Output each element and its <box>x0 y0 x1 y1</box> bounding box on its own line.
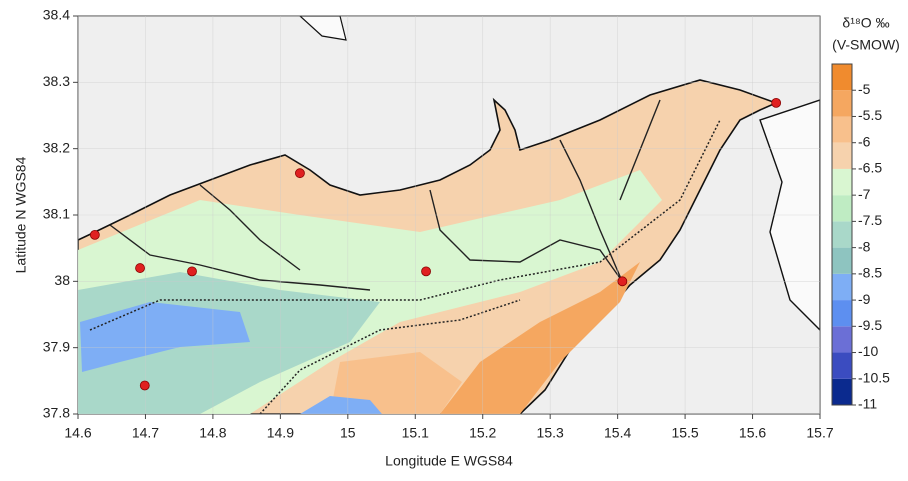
colorbar-title: δ¹⁸O ‰ <box>842 15 889 31</box>
y-tick-label: 38.1 <box>43 206 70 222</box>
colorbar-band <box>832 247 852 274</box>
y-tick-label: 37.9 <box>43 338 70 354</box>
colorbar-tick-label: -9 <box>858 291 871 307</box>
x-tick-label: 14.9 <box>267 425 294 441</box>
sampling-site <box>295 168 305 179</box>
sampling-site <box>139 380 150 391</box>
colorbar-band <box>832 64 852 91</box>
isotope-zone <box>300 396 382 414</box>
colorbar-band <box>832 273 852 301</box>
colorbar-tick-label: -6.5 <box>858 160 882 176</box>
y-tick-label: 38.4 <box>43 7 70 23</box>
colorbar-tick-label: -8 <box>858 238 871 254</box>
isotope-zone <box>80 302 250 372</box>
colorbar-band <box>832 116 852 143</box>
colorbar-tick-label: -8.5 <box>858 265 882 281</box>
x-tick-label: 14.8 <box>199 425 226 441</box>
colorbar-band <box>832 90 852 117</box>
x-tick-label: 14.7 <box>132 425 159 441</box>
colorbar-subtitle: (V-SMOW) <box>832 37 900 53</box>
sampling-site <box>421 266 431 277</box>
colorbar-band <box>832 300 852 327</box>
x-tick-label: 14.6 <box>64 425 91 441</box>
colorbar-tick-label: -10 <box>858 343 878 359</box>
sampling-site <box>89 229 100 240</box>
river <box>559 139 623 282</box>
x-tick-label: 15.6 <box>739 425 766 441</box>
colorbar-tick-label: -11 <box>858 396 877 412</box>
x-axis-label: Longitude E WGS84 <box>385 453 513 469</box>
island <box>299 16 347 41</box>
x-tick-label: 15.5 <box>671 425 698 441</box>
isotope-zone <box>330 352 462 414</box>
colorbar-tick-label: -5 <box>858 81 871 97</box>
sampling-site <box>617 276 628 287</box>
colorbar-tick-label: -6 <box>858 133 871 149</box>
river <box>109 224 371 291</box>
colorbar-tick-label: -9.5 <box>858 317 882 333</box>
x-tick-label: 15.2 <box>469 425 496 441</box>
colorbar-band <box>832 221 852 248</box>
colorbar-band <box>832 168 852 196</box>
y-axis-label: Latitude N WGS84 <box>13 156 29 273</box>
watershed <box>89 119 721 331</box>
y-tick-label: 37.8 <box>43 405 70 421</box>
sampling-site <box>135 263 145 273</box>
colorbar-band <box>832 326 852 353</box>
sampling-site <box>187 266 197 277</box>
y-tick-label: 38 <box>54 272 70 288</box>
sampling-site <box>771 97 782 108</box>
colorbar-tick-label: -7 <box>858 186 871 202</box>
x-tick-label: 15.4 <box>604 425 631 441</box>
river <box>619 99 661 201</box>
colorbar-band <box>832 378 852 405</box>
colorbar-band <box>832 352 852 379</box>
map-layers <box>78 16 820 414</box>
colorbar-tick-label: -7.5 <box>858 212 882 228</box>
colorbar-frame <box>831 63 853 406</box>
colorbar-tick-label: -10.5 <box>858 369 890 385</box>
colorbar-band <box>832 195 852 222</box>
x-tick-label: 15.3 <box>537 425 564 441</box>
x-tick-label: 15.7 <box>806 425 833 441</box>
river <box>429 189 623 282</box>
river <box>199 184 301 271</box>
y-tick-label: 38.2 <box>43 139 70 155</box>
isotope-zone <box>440 262 640 414</box>
x-tick-label: 15 <box>340 425 356 441</box>
colorbar-band <box>832 142 852 169</box>
x-tick-label: 15.1 <box>402 425 429 441</box>
colorbar-tick-label: -5.5 <box>858 107 882 123</box>
y-tick-label: 38.3 <box>43 73 70 89</box>
watershed <box>259 299 521 414</box>
